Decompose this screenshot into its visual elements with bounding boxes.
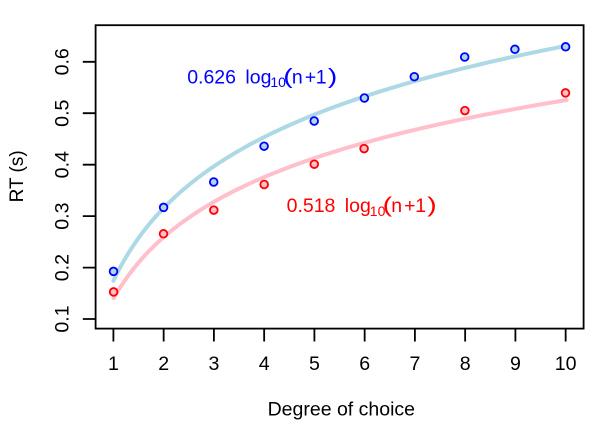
svg-text:1: 1 bbox=[415, 195, 426, 217]
svg-text:RT (s): RT (s) bbox=[7, 150, 28, 202]
svg-text:10: 10 bbox=[270, 74, 286, 90]
svg-text:+: + bbox=[404, 195, 415, 217]
svg-text:0.2: 0.2 bbox=[52, 254, 74, 281]
svg-text:0.3: 0.3 bbox=[52, 202, 74, 229]
svg-text:0.518: 0.518 bbox=[287, 195, 336, 217]
svg-text:0.626: 0.626 bbox=[187, 66, 236, 88]
svg-text:(: ( bbox=[283, 65, 293, 89]
svg-text:4: 4 bbox=[259, 353, 270, 375]
svg-text:5: 5 bbox=[309, 353, 320, 375]
svg-text:10: 10 bbox=[555, 353, 577, 375]
svg-text:log: log bbox=[345, 195, 371, 217]
svg-text:0.6: 0.6 bbox=[52, 48, 74, 75]
svg-text:Degree of choice: Degree of choice bbox=[268, 399, 415, 421]
svg-text:): ) bbox=[427, 194, 436, 218]
svg-text:8: 8 bbox=[460, 353, 471, 375]
svg-text:+: + bbox=[305, 66, 316, 88]
svg-text:1: 1 bbox=[108, 353, 119, 375]
svg-text:6: 6 bbox=[359, 353, 370, 375]
svg-text:): ) bbox=[328, 65, 337, 89]
svg-text:n: n bbox=[292, 66, 303, 88]
svg-text:1: 1 bbox=[316, 66, 327, 88]
svg-text:10: 10 bbox=[370, 203, 386, 219]
svg-text:2: 2 bbox=[158, 353, 169, 375]
svg-text:7: 7 bbox=[409, 353, 420, 375]
svg-text:9: 9 bbox=[510, 353, 521, 375]
svg-text:0.1: 0.1 bbox=[52, 305, 74, 332]
svg-text:log: log bbox=[245, 66, 271, 88]
svg-text:0.4: 0.4 bbox=[52, 151, 74, 178]
svg-text:n: n bbox=[391, 195, 402, 217]
svg-text:0.5: 0.5 bbox=[52, 99, 74, 126]
svg-text:(: ( bbox=[383, 194, 393, 218]
svg-text:3: 3 bbox=[208, 353, 219, 375]
